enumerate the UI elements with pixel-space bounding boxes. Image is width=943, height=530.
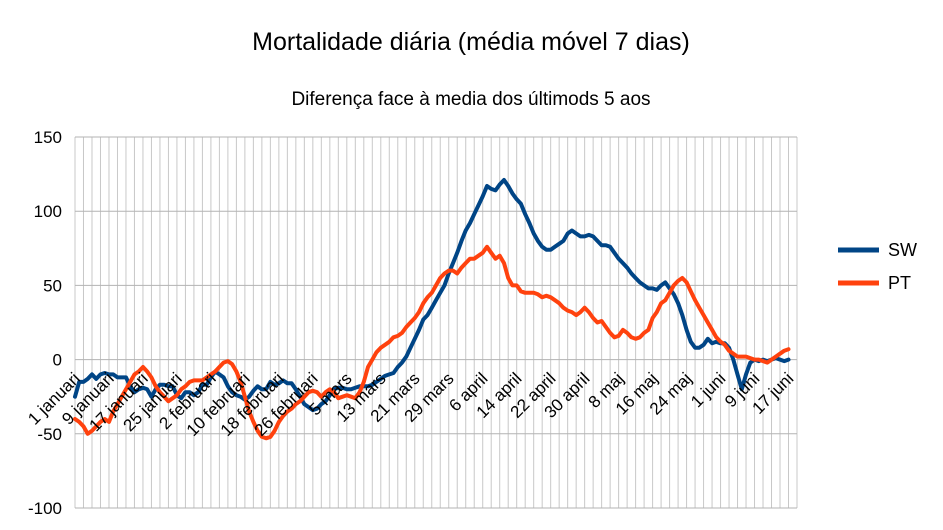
- x-tick-label: 1 juni: [687, 369, 729, 411]
- series-line-sw: [73, 178, 791, 413]
- y-tick-label: 50: [43, 276, 62, 295]
- legend-label-pt: PT: [888, 273, 911, 293]
- y-tick-label: -50: [37, 425, 62, 444]
- chart-subtitle: Diferença face à media dos últimods 5 ao…: [291, 89, 650, 110]
- grid: [74, 136, 798, 509]
- y-tick-label: 0: [53, 351, 62, 370]
- y-tick-label: -100: [28, 499, 62, 518]
- y-axis: 150 100 50 0 -50 -100: [28, 128, 62, 518]
- y-tick-label: 100: [34, 202, 62, 221]
- series-line-pt: [73, 244, 791, 441]
- chart-title: Mortalidade diária (média móvel 7 dias): [252, 28, 690, 56]
- series-group: [73, 178, 791, 441]
- legend-label-sw: SW: [888, 240, 917, 260]
- y-tick-label: 150: [34, 128, 62, 147]
- legend: SW PT: [838, 240, 917, 293]
